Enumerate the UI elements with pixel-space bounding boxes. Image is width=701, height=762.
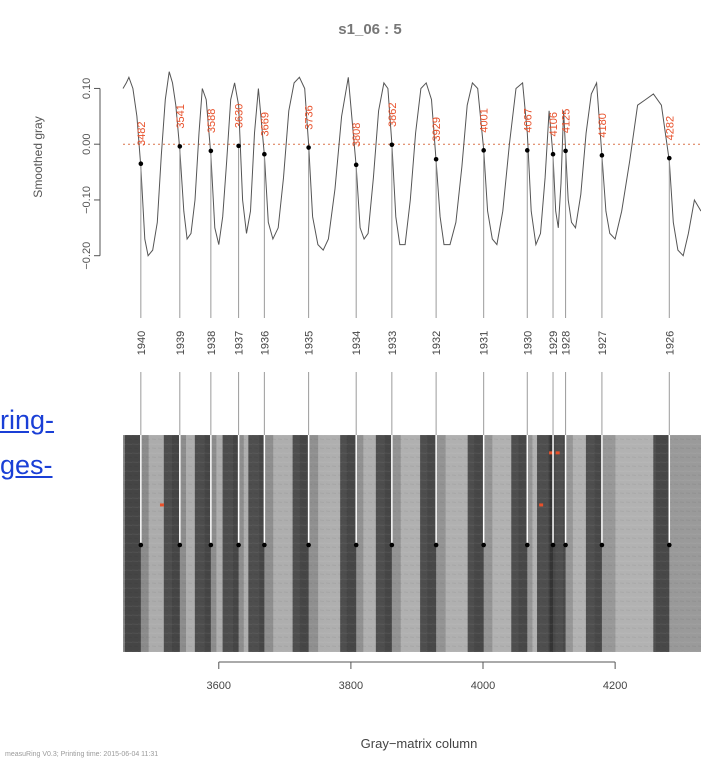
wood-grain [123,435,701,652]
ring-year-label: 1932 [431,331,443,355]
ring-image-marker [138,542,144,548]
x-tick-label: 4000 [471,680,495,692]
ring-image-marker [262,542,267,548]
chart-title: s1_06 : 5 [338,21,401,38]
ring-image-marker [389,542,395,548]
ring-year-label: 1940 [136,331,148,355]
image-mark [555,451,560,455]
ring-year-label: 1939 [175,331,187,355]
ring-point [138,161,144,167]
ring-column-label: 3929 [431,117,443,141]
ring-column-label: 3482 [136,121,148,145]
ring-point [389,142,395,148]
x-tick-label: 3600 [207,680,231,692]
link-fragment-2[interactable]: ges- [0,450,53,480]
ring-image-marker [208,542,214,548]
ring-year-label: 1926 [664,331,676,355]
ring-column-label: 4180 [597,113,609,137]
ring-image-marker [524,542,530,548]
ring-column-label: 3630 [234,104,246,128]
ring-column-label: 3669 [259,112,271,136]
ring-column-label: 4067 [522,108,534,132]
y-tick-label: −0.10 [81,186,93,214]
image-mark [159,503,164,507]
y-tick-label: 0.10 [81,78,93,99]
x-axis: 3600 3800 4000 4200 [207,661,627,692]
x-axis-label: Gray−matrix column [361,736,478,751]
ring-point [599,153,605,158]
x-tick-label: 4200 [603,680,627,692]
ring-point [550,151,556,157]
y-axis-label: Smoothed gray [31,116,45,197]
ring-point [433,156,439,162]
ring-point [262,151,267,157]
x-tick-label: 3800 [339,680,363,692]
image-mark [539,503,544,507]
ring-year-label: 1927 [597,331,609,355]
ring-column-label: 3808 [351,123,363,147]
ring-image-marker [481,542,486,548]
y-axis: 0.10 0.00 −0.10 −0.20 [81,78,101,270]
ring-column-label: 4001 [479,108,491,132]
image-mark [549,451,554,455]
ring-year-label: 1938 [206,331,218,355]
link-fragment-1[interactable]: ring- [0,405,55,435]
ring-image-marker [177,542,183,548]
ring-year-label: 1931 [479,331,491,355]
ring-point [177,144,183,149]
y-tick-label: 0.00 [81,133,93,154]
footer-print-info: measuRing V0.3; Printing time: 2015-06-0… [5,751,159,758]
ring-column-label: 4282 [664,116,676,140]
ring-year-label: 1936 [259,331,271,355]
ring-image-marker [550,542,556,548]
ring-column-label: 3541 [175,104,187,128]
ring-image-marker [563,542,568,548]
wood-sample-image [123,435,701,652]
ring-year-label: 1934 [351,331,363,355]
ring-image-marker [666,542,672,548]
ring-image-marker [433,542,439,548]
ring-point [236,143,241,149]
ring-point [208,148,214,154]
ring-year-label: 1937 [234,331,246,355]
ring-image-marker [353,542,359,548]
smoothed-gray-curve [122,71,701,257]
ring-point [563,148,568,154]
ring-column-label: 3862 [387,103,399,127]
ring-year-label: 1933 [387,331,399,355]
ring-year-label: 1929 [548,331,560,355]
ring-point [524,148,530,153]
ring-point [306,145,311,150]
ring-point [353,162,359,168]
ring-point [666,155,672,161]
ring-image-marker [236,542,241,548]
ring-image-marker [599,542,605,548]
ring-image-marker [306,542,311,548]
ring-column-label: 3588 [206,109,218,133]
ring-marks: 1940 3482 1939 3541 1938 3588 1937 3630 1936 3669… [136,103,676,548]
ring-column-label: 3736 [304,105,316,129]
ring-year-label: 1928 [561,331,573,355]
ring-column-label: 4125 [561,109,573,133]
ring-point [481,148,486,153]
ring-year-label: 1930 [522,331,534,355]
y-tick-label: −0.20 [81,242,93,270]
ring-year-label: 1935 [304,331,316,355]
ring-column-label: 4106 [548,112,560,136]
